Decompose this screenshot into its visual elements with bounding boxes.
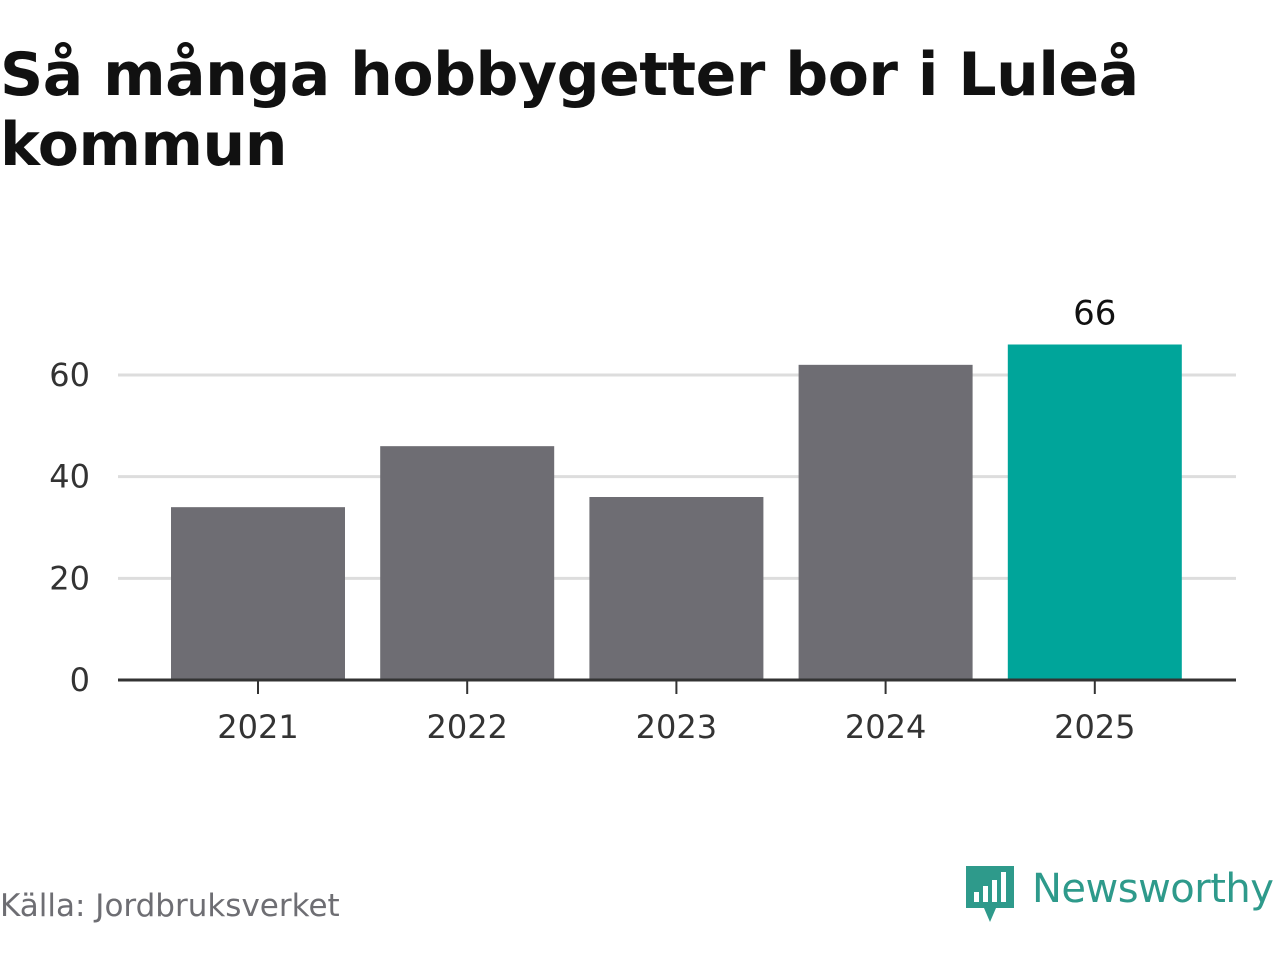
bar-2022: [380, 446, 555, 680]
bars: [171, 344, 1182, 680]
brand-name: Newsworthy: [1032, 866, 1274, 912]
x-tick-label-2021: 2021: [217, 708, 298, 746]
x-tick-label-2024: 2024: [845, 708, 926, 746]
y-tick-label-20: 20: [49, 559, 90, 597]
axes: [118, 678, 1236, 694]
x-tick-label-2022: 2022: [426, 708, 507, 746]
x-tick-label-2023: 2023: [636, 708, 717, 746]
source-text: Källa: Jordbruksverket: [0, 888, 340, 924]
bar-2024: [798, 364, 973, 680]
y-tick-label-0: 0: [70, 661, 90, 699]
labels: 0 20 40 60 2021 2022 2023 2024 2025 66: [49, 294, 1135, 747]
bar-2023: [589, 497, 764, 680]
brand[interactable]: Newsworthy: [964, 862, 1274, 928]
y-tick-label-40: 40: [49, 458, 90, 496]
y-tick-label-60: 60: [49, 356, 90, 394]
newsworthy-logo-icon: [966, 866, 1014, 922]
bar-2021: [171, 507, 345, 680]
x-tick-label-2025: 2025: [1054, 708, 1135, 746]
bar-2025: [1007, 344, 1182, 680]
data-label-2025: 66: [1073, 294, 1116, 334]
chart-title: Så många hobbygetter bor i Luleå kommun: [0, 40, 1139, 180]
